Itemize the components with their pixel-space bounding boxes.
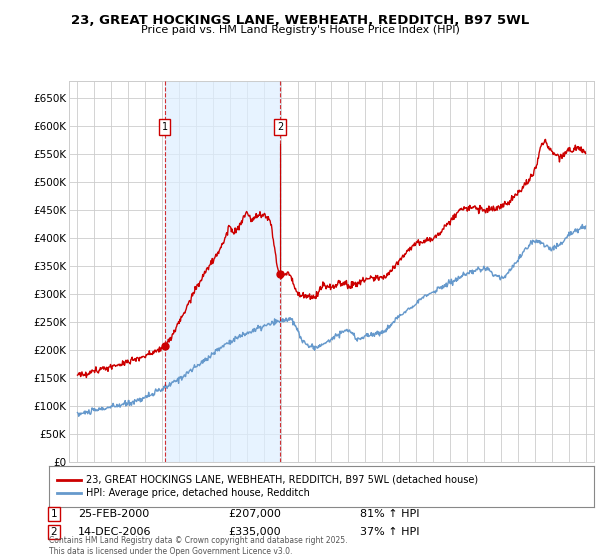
Text: 14-DEC-2006: 14-DEC-2006 [78, 527, 151, 537]
Text: 81% ↑ HPI: 81% ↑ HPI [360, 509, 419, 519]
Text: 23, GREAT HOCKINGS LANE, WEBHEATH, REDDITCH, B97 5WL: 23, GREAT HOCKINGS LANE, WEBHEATH, REDDI… [71, 14, 529, 27]
Bar [164, 81, 280, 462]
Text: £207,000: £207,000 [228, 509, 281, 519]
Legend: 23, GREAT HOCKINGS LANE, WEBHEATH, REDDITCH, B97 5WL (detached house), HPI: Aver: 23, GREAT HOCKINGS LANE, WEBHEATH, REDDI… [53, 471, 482, 502]
Text: 25-FEB-2000: 25-FEB-2000 [78, 509, 149, 519]
Text: 1: 1 [50, 509, 58, 519]
Text: Price paid vs. HM Land Registry's House Price Index (HPI): Price paid vs. HM Land Registry's House … [140, 25, 460, 35]
Text: Contains HM Land Registry data © Crown copyright and database right 2025.
This d: Contains HM Land Registry data © Crown c… [49, 536, 348, 556]
Text: 2: 2 [277, 122, 283, 132]
Text: 37% ↑ HPI: 37% ↑ HPI [360, 527, 419, 537]
Text: £335,000: £335,000 [228, 527, 281, 537]
Text: 2: 2 [50, 527, 58, 537]
Text: 1: 1 [161, 122, 168, 132]
